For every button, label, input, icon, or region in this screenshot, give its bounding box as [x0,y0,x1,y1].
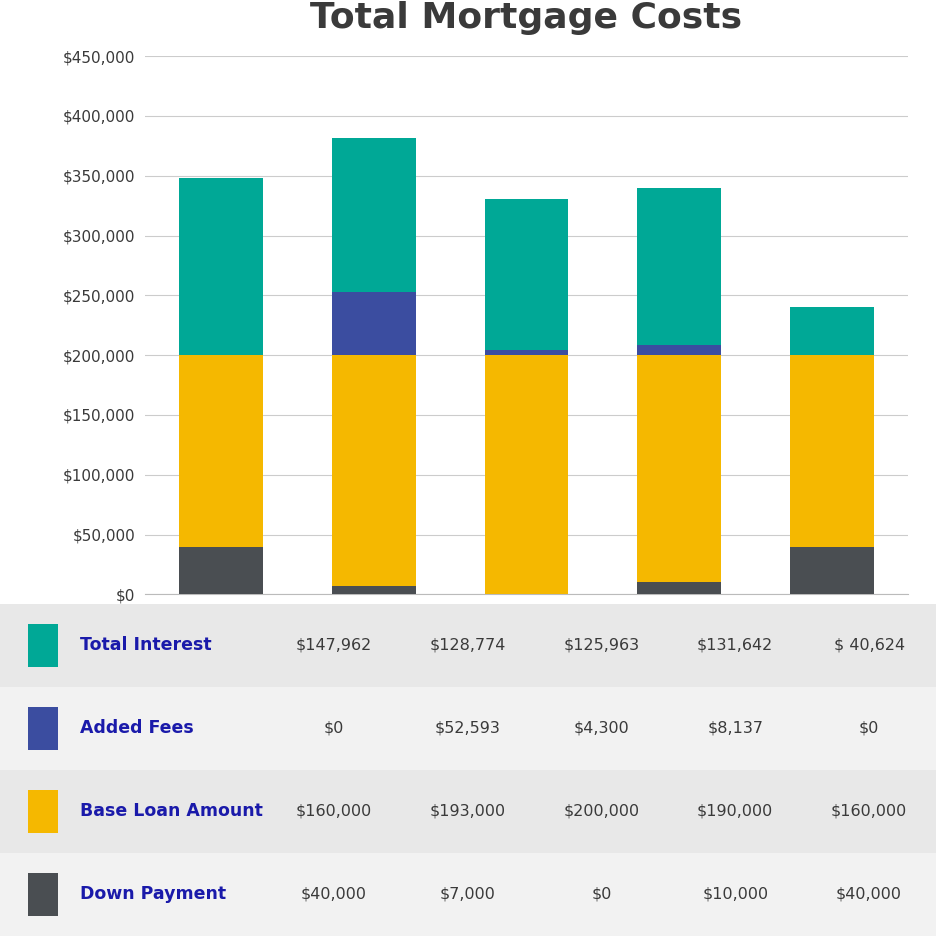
Text: Added Fees: Added Fees [80,720,194,738]
Text: $0: $0 [859,721,879,736]
Bar [28,873,58,916]
Text: $0: $0 [592,887,611,902]
Text: $160,000: $160,000 [831,804,907,819]
Bar [28,707,58,750]
Bar [28,790,58,833]
Text: $7,000: $7,000 [440,887,495,902]
Bar [332,139,416,292]
Text: $52,593: $52,593 [434,721,501,736]
Text: $40,000: $40,000 [300,887,367,902]
Text: $10,000: $10,000 [702,887,768,902]
Bar [485,355,568,594]
Title: Total Mortgage Costs: Total Mortgage Costs [311,1,742,36]
Text: $8,137: $8,137 [708,721,763,736]
Bar [637,355,721,582]
Text: Base Loan Amount: Base Loan Amount [80,802,262,820]
Text: $128,774: $128,774 [430,637,505,652]
Text: $4,300: $4,300 [574,721,629,736]
Bar [485,350,568,355]
Text: Down Payment: Down Payment [80,885,226,903]
Bar [637,188,721,345]
Text: $190,000: $190,000 [697,804,773,819]
Bar [790,355,873,547]
Bar [790,547,873,594]
Bar [332,292,416,355]
Bar [0,853,936,936]
Text: $147,962: $147,962 [296,637,372,652]
Text: $125,963: $125,963 [563,637,639,652]
Bar [180,178,263,355]
Bar [0,769,936,853]
Text: $131,642: $131,642 [697,637,773,652]
Bar [180,547,263,594]
Text: $ 40,624: $ 40,624 [834,637,904,652]
Text: $40,000: $40,000 [836,887,902,902]
Text: $160,000: $160,000 [296,804,372,819]
Bar [637,345,721,355]
Text: Total Interest: Total Interest [80,636,212,654]
Bar [28,623,58,666]
Bar [332,586,416,594]
Bar [790,307,873,355]
Bar [485,199,568,350]
Bar [637,582,721,594]
Text: $200,000: $200,000 [563,804,639,819]
Bar [180,355,263,547]
Text: $193,000: $193,000 [430,804,505,819]
Bar [0,604,936,687]
Text: $0: $0 [324,721,344,736]
Bar [0,687,936,769]
Bar [332,355,416,586]
